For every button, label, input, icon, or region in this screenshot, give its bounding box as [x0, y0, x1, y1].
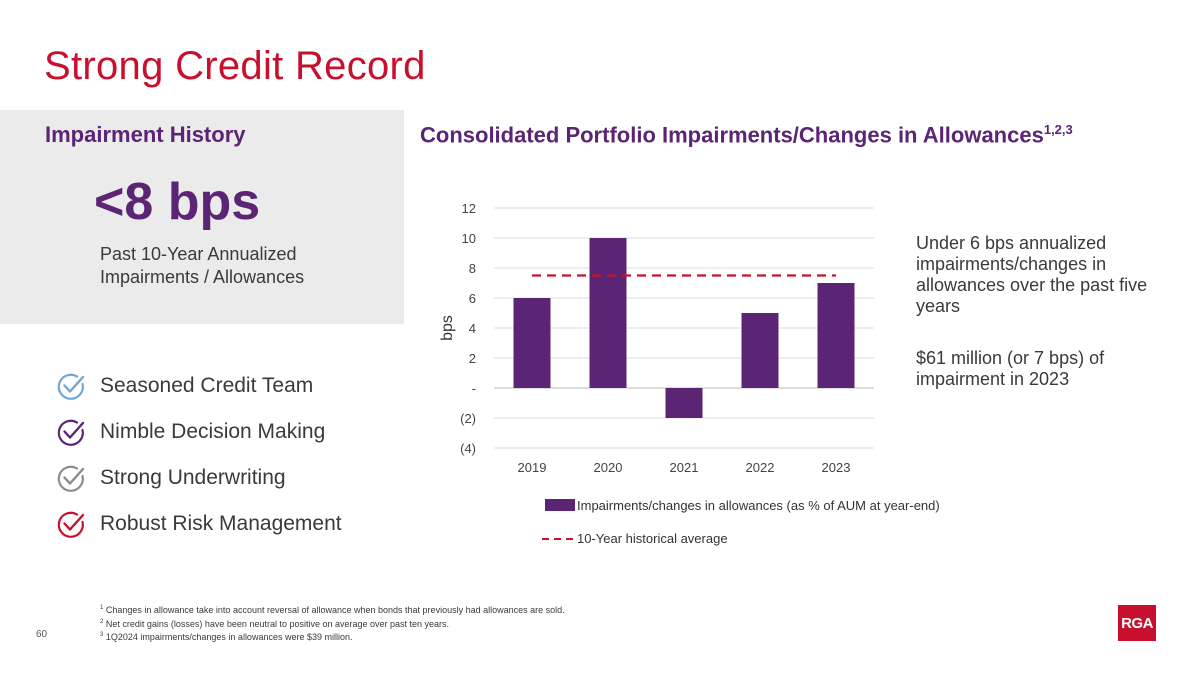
footnote: 1 Changes in allowance take into account… — [100, 603, 565, 617]
checklist-label: Seasoned Credit Team — [100, 374, 314, 397]
impairment-panel — [0, 110, 404, 324]
checklist-item: Strong Underwriting — [56, 458, 396, 498]
bar — [665, 388, 703, 418]
y-tick-label: - — [472, 381, 476, 396]
check-circle-icon — [57, 419, 85, 446]
checklist-item: Nimble Decision Making — [56, 412, 396, 452]
chart-heading-superscript: 1,2,3 — [1043, 122, 1073, 137]
bar — [741, 313, 779, 388]
check-circle-icon — [57, 511, 85, 538]
footnote-text: Net credit gains (losses) have been neut… — [105, 618, 450, 629]
x-tick-label: 2019 — [518, 460, 547, 475]
slide-title: Strong Credit Record — [44, 44, 426, 88]
bar — [589, 238, 627, 388]
y-tick-label: 10 — [462, 231, 476, 246]
impairment-stat: <8 bps — [94, 173, 261, 231]
legend-swatch-bars — [545, 499, 575, 511]
y-tick-label: 8 — [469, 261, 476, 276]
check-circle-icon — [57, 373, 85, 400]
chart-heading: Consolidated Portfolio Impairments/Chang… — [420, 122, 1073, 148]
checklist-label: Strong Underwriting — [100, 466, 286, 489]
x-tick-label: 2023 — [822, 460, 851, 475]
y-tick-label: (2) — [460, 411, 476, 426]
footnote-number: 2 — [100, 618, 104, 625]
impairment-caption: Past 10-Year Annualized Impairments / Al… — [100, 244, 305, 287]
checklist-label: Nimble Decision Making — [100, 420, 326, 443]
y-tick-label: 2 — [469, 351, 476, 366]
y-tick-label: 6 — [469, 291, 476, 306]
checklist-item: Seasoned Credit Team — [56, 366, 396, 406]
footnote: 3 1Q2024 impairments/changes in allowanc… — [100, 630, 565, 644]
check-circle-icon — [57, 465, 85, 492]
footnote-text: Changes in allowance take into account r… — [105, 605, 565, 615]
y-tick-label: 12 — [462, 201, 476, 216]
chart-heading-text: Consolidated Portfolio Impairments/Chang… — [420, 122, 1044, 148]
page-number: 60 — [36, 629, 48, 640]
y-tick-label: 4 — [469, 321, 476, 336]
chart-note: $61 million (or 7 bps) of impairment in … — [916, 348, 1105, 389]
x-tick-label: 2020 — [594, 460, 623, 475]
footnote-text: 1Q2024 impairments/changes in allowances… — [105, 632, 353, 642]
footnote: 2 Net credit gains (losses) have been ne… — [100, 617, 565, 631]
impairments-bar-chart: 12 10 8 6 4 2 - (2) (4) bps 2019 2020 2021 2022 2023 Im… — [439, 201, 940, 546]
legend-label-average: 10-Year historical average — [577, 531, 728, 546]
x-tick-label: 2022 — [746, 460, 775, 475]
checklist-item: Robust Risk Management — [56, 504, 396, 544]
bar — [513, 298, 551, 388]
chart-note: Under 6 bps annualized impairments/chang… — [916, 233, 1148, 316]
rga-logo: RGA — [1118, 605, 1156, 641]
footnotes: 1 Changes in allowance take into account… — [100, 603, 565, 644]
y-tick-label: (4) — [460, 441, 476, 456]
footnote-number: 3 — [100, 632, 104, 638]
checklist-label: Robust Risk Management — [100, 512, 342, 535]
legend-label-bars: Impairments/changes in allowances (as % … — [577, 498, 940, 513]
impairment-heading: Impairment History — [45, 122, 246, 147]
footnote-number: 1 — [100, 605, 104, 611]
y-axis-label: bps — [439, 315, 456, 341]
bar — [817, 283, 855, 388]
x-tick-label: 2021 — [670, 460, 699, 475]
